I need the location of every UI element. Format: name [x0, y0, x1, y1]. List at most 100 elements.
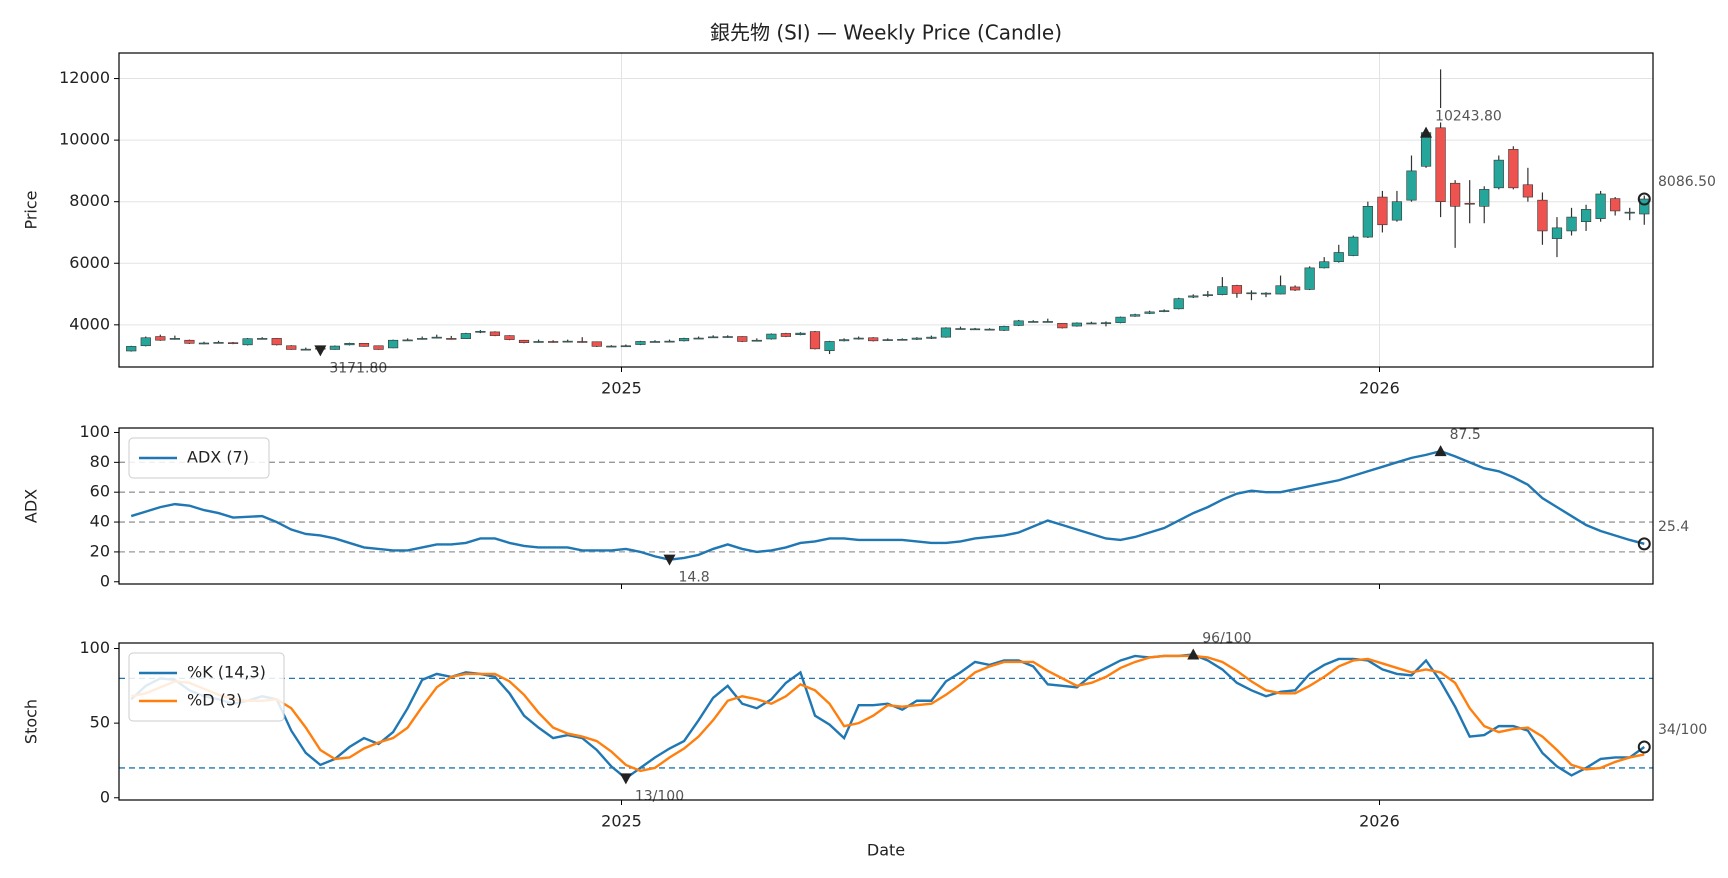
- candle-body: [1595, 193, 1606, 219]
- annotation-label: 34/100: [1658, 722, 1707, 738]
- y-tick-label: 12000: [59, 68, 110, 87]
- y-tick-label: 20: [90, 541, 110, 560]
- candle-body: [751, 339, 762, 342]
- candle-body: [1290, 286, 1301, 291]
- candle-body: [417, 338, 428, 340]
- candle-body: [984, 328, 995, 331]
- x-tick-label: 2025: [601, 379, 642, 398]
- candle-body: [999, 326, 1010, 331]
- candle-body: [1100, 322, 1112, 324]
- candle-body: [198, 342, 210, 345]
- y-tick-label: 80: [90, 452, 110, 471]
- candle-body: [1551, 227, 1563, 239]
- candle-body: [1042, 321, 1053, 323]
- candle-body: [1333, 252, 1344, 263]
- candle-body: [1450, 182, 1461, 207]
- candle-body: [387, 339, 399, 349]
- annotation-marker: [1637, 740, 1651, 754]
- legend-label: %K (14,3): [187, 663, 266, 682]
- line-series: [130, 654, 1645, 773]
- candle-body: [795, 332, 806, 335]
- candle-body: [1479, 189, 1490, 207]
- candle-body: [475, 330, 486, 333]
- x-tick-label: 2026: [1359, 812, 1400, 831]
- candle-body: [1159, 310, 1170, 312]
- candle-body: [548, 341, 559, 343]
- candle-body: [591, 341, 602, 347]
- candle-body: [169, 338, 180, 340]
- y-tick-label: 0: [100, 571, 110, 590]
- candle-body: [693, 337, 704, 340]
- candle-body: [373, 345, 384, 350]
- candle-body: [635, 341, 646, 345]
- annotation-label: 13/100: [635, 788, 684, 804]
- candle-body: [460, 333, 471, 339]
- y-tick-label: 60: [90, 482, 110, 501]
- candle-body: [1129, 314, 1141, 317]
- candle-body: [1639, 198, 1650, 215]
- candle-body: [1391, 201, 1403, 221]
- candle-body: [1304, 267, 1315, 290]
- candle-body: [1115, 316, 1126, 323]
- candle-body: [897, 338, 908, 341]
- candle-body: [766, 333, 777, 340]
- candle-body: [882, 339, 893, 341]
- candle-body: [489, 331, 501, 336]
- candle-body: [955, 328, 966, 330]
- candle-body: [1246, 292, 1257, 295]
- panel: 4000 6000 8000 10000 12000 2025 2026 3171.80 102…: [22, 21, 1718, 398]
- candle-body: [1566, 216, 1577, 232]
- y-tick-label: 100: [79, 638, 110, 657]
- candle-body: [126, 346, 137, 352]
- candle-body: [329, 345, 341, 350]
- annotation-marker: [314, 345, 327, 357]
- annotation-marker: [663, 554, 676, 566]
- annotation-marker: [619, 773, 632, 785]
- annotation-label: 87.5: [1450, 427, 1481, 443]
- legend-label: ADX (7): [187, 448, 249, 467]
- candle-body: [533, 341, 544, 343]
- candle-body: [1420, 132, 1432, 167]
- candle-body: [1522, 184, 1533, 198]
- candle-body: [649, 341, 661, 343]
- y-axis-label: Price: [22, 190, 41, 229]
- annotation-label: 3171.80: [329, 360, 387, 376]
- panel: 0 50 100 2025 2026 13/100 96/100 34/100 %K (14,3…: [22, 628, 1710, 860]
- candle-body: [1260, 292, 1272, 295]
- annotation-label: 10243.80: [1435, 109, 1502, 125]
- candle-body: [1580, 209, 1592, 222]
- candle-body: [1508, 149, 1519, 189]
- y-tick-label: 8000: [69, 191, 110, 210]
- candle-body: [242, 338, 253, 346]
- annotation-marker: [1187, 648, 1200, 660]
- candle-body: [606, 345, 617, 348]
- candle-body: [257, 338, 268, 340]
- candle-body: [286, 345, 297, 350]
- candle-body: [1173, 298, 1184, 310]
- x-axis-label: Date: [867, 841, 905, 860]
- candle-body: [1537, 199, 1548, 232]
- candle-body: [344, 342, 355, 346]
- candle-body: [358, 342, 370, 347]
- candle-body: [1464, 202, 1475, 205]
- candle-body: [518, 339, 530, 343]
- candle-body: [853, 337, 864, 340]
- candle-body: [1071, 322, 1082, 327]
- legend-box: [128, 652, 285, 722]
- candle-body: [940, 327, 952, 338]
- legend-label: %D (3): [187, 691, 242, 710]
- candle-body: [140, 337, 151, 347]
- annotation-label: 96/100: [1202, 630, 1251, 646]
- candle-body: [446, 338, 457, 340]
- candle-body: [1377, 196, 1388, 226]
- candle-body: [1435, 127, 1446, 202]
- candle-body: [431, 336, 442, 339]
- annotation-label: 25.4: [1658, 519, 1689, 535]
- candle-body: [809, 331, 821, 350]
- candle-body: [155, 336, 166, 341]
- candle-body: [969, 328, 981, 331]
- candle-body: [1057, 322, 1068, 329]
- y-tick-label: 6000: [69, 253, 110, 272]
- x-tick-label: 2025: [601, 812, 642, 831]
- y-tick-label: 10000: [59, 130, 110, 149]
